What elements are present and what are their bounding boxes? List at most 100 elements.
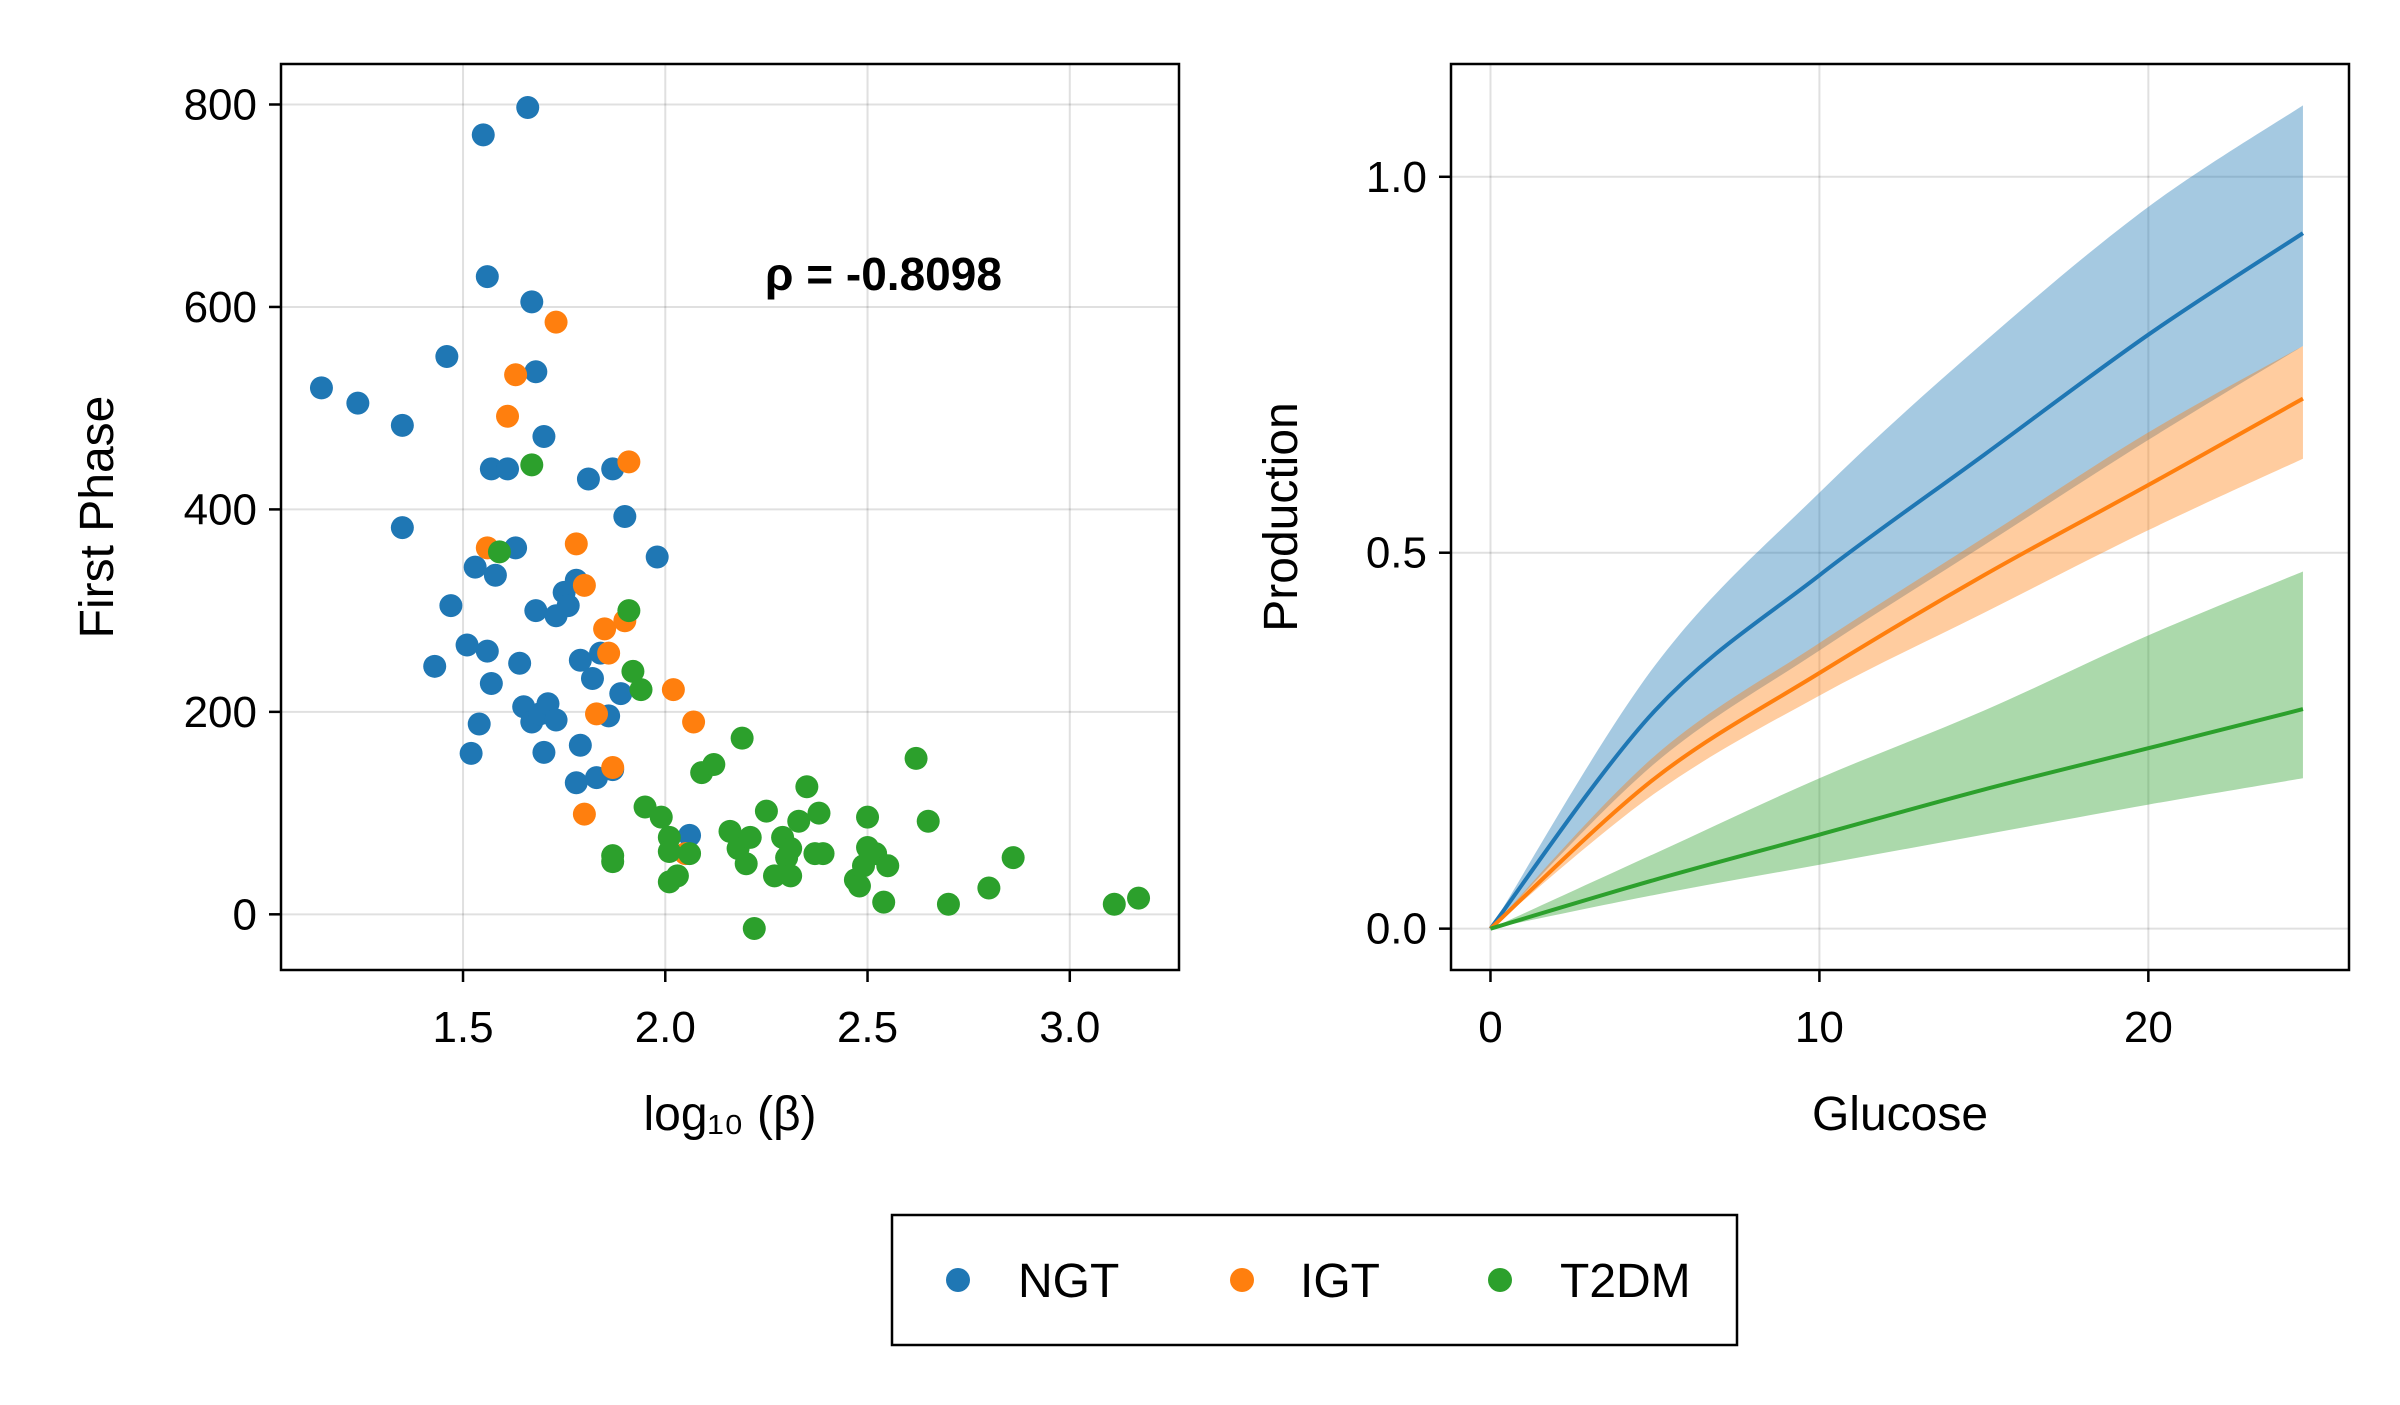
production-grid	[1451, 64, 2349, 970]
point-ngt	[479, 457, 503, 481]
point-ngt	[609, 682, 633, 706]
point-t2dm	[629, 678, 653, 702]
point-ngt	[483, 563, 507, 587]
point-ngt	[423, 654, 447, 678]
point-t2dm	[795, 775, 819, 799]
point-t2dm	[811, 842, 835, 866]
band-t2dm	[1490, 571, 2303, 929]
legend-entry-t2dm: T2DM	[1488, 1255, 1691, 1308]
point-t2dm	[936, 892, 960, 916]
point-ngt	[455, 633, 479, 657]
point-t2dm	[779, 837, 803, 861]
point-t2dm	[977, 876, 1001, 900]
point-ngt	[556, 594, 580, 618]
point-t2dm	[601, 850, 625, 874]
legend: NGT IGT T2DM	[890, 1213, 1739, 1347]
legend-label-t2dm: T2DM	[1560, 1255, 1691, 1308]
y-tick-label: 800	[184, 80, 257, 129]
scatter-frame	[279, 62, 1181, 972]
scatter-y-axis-label: First Phase	[71, 396, 124, 639]
point-igt	[661, 678, 685, 702]
point-igt	[572, 573, 596, 597]
point-ngt	[439, 594, 463, 618]
point-igt	[597, 641, 621, 665]
point-ngt	[580, 666, 604, 690]
point-ngt	[496, 457, 520, 481]
y-tick-label: 0.5	[1366, 529, 1427, 578]
scatter-x-axis-label: log₁₀ (β)	[643, 1088, 816, 1141]
point-ngt	[390, 516, 414, 540]
production-panel: 0 10 20 0.0 0.5 1.0 Glucose Production	[1255, 62, 2351, 1141]
point-ngt	[524, 599, 548, 623]
y-tick-label: 600	[184, 283, 257, 332]
legend-entry-igt: IGT	[1230, 1255, 1380, 1308]
point-t2dm	[1127, 886, 1151, 910]
point-ngt	[568, 648, 592, 672]
point-t2dm	[738, 825, 762, 849]
band-igt	[1490, 345, 2303, 929]
point-t2dm	[872, 890, 896, 914]
point-ngt	[564, 771, 588, 795]
point-t2dm	[734, 852, 758, 876]
point-t2dm	[657, 840, 681, 864]
point-ngt	[475, 265, 499, 289]
point-ngt	[645, 545, 669, 569]
point-ngt	[459, 741, 483, 765]
point-t2dm	[1001, 846, 1025, 870]
production-frame	[1449, 62, 2351, 972]
point-ngt	[508, 651, 532, 675]
point-t2dm	[779, 864, 803, 888]
point-ngt	[516, 96, 540, 120]
point-ngt	[471, 123, 495, 147]
correlation-annotation: ρ = -0.8098	[765, 248, 1002, 300]
point-t2dm	[754, 799, 778, 823]
x-tick-label: 20	[2124, 1003, 2173, 1052]
scatter-points	[309, 96, 1151, 940]
y-tick-label: 0.0	[1366, 905, 1427, 954]
point-t2dm	[876, 854, 900, 878]
point-t2dm	[847, 874, 871, 898]
line-t2dm	[1489, 707, 2304, 931]
point-ngt	[544, 708, 568, 732]
point-igt	[544, 310, 568, 334]
y-tick-label: 0	[233, 890, 257, 939]
y-tick-label: 400	[184, 485, 257, 534]
legend-marker-igt	[1230, 1268, 1254, 1292]
legend-marker-t2dm	[1488, 1268, 1512, 1292]
point-ngt	[613, 504, 637, 528]
point-ngt	[467, 712, 491, 736]
point-t2dm	[807, 801, 831, 825]
production-y-axis-label: Production	[1255, 402, 1308, 631]
point-t2dm	[678, 842, 702, 866]
x-tick-label: 2.5	[837, 1003, 898, 1052]
point-t2dm	[856, 805, 880, 829]
x-tick-label: 2.0	[635, 1003, 696, 1052]
legend-label-igt: IGT	[1300, 1255, 1380, 1308]
point-t2dm	[787, 809, 811, 833]
scatter-grid	[281, 64, 1179, 970]
line-ngt	[1488, 231, 2305, 930]
point-igt	[564, 532, 588, 556]
point-ngt	[479, 672, 503, 696]
point-t2dm	[621, 659, 645, 683]
point-t2dm	[665, 864, 689, 888]
point-t2dm	[649, 805, 673, 829]
point-t2dm	[702, 753, 726, 777]
point-igt	[585, 702, 609, 726]
point-ngt	[390, 413, 414, 437]
point-ngt	[435, 345, 459, 369]
point-t2dm	[762, 864, 786, 888]
point-ngt	[463, 555, 487, 579]
y-tick-label: 200	[184, 688, 257, 737]
point-ngt	[309, 376, 333, 400]
point-igt	[504, 363, 528, 387]
legend-label-ngt: NGT	[1018, 1255, 1119, 1308]
point-t2dm	[730, 726, 754, 750]
y-tick-label: 1.0	[1366, 153, 1427, 202]
x-tick-label: 0	[1478, 1003, 1502, 1052]
point-t2dm	[904, 746, 928, 770]
point-t2dm	[617, 599, 641, 623]
point-ngt	[532, 740, 556, 764]
